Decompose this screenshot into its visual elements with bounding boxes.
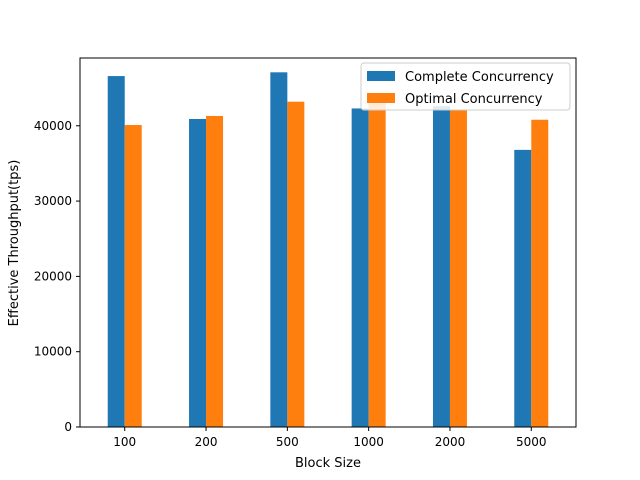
y-axis-label: Effective Throughput(tps)	[7, 160, 22, 327]
plot-frame	[79, 57, 577, 428]
x-axis-label: Block Size	[295, 456, 361, 471]
legend-box	[360, 62, 571, 111]
x-axis-ticks: 100 200 500 1000 2000 5000	[113, 427, 547, 449]
bar-complete-500	[270, 72, 288, 427]
legend: Complete Concurrency Optimal Concurrency	[360, 62, 571, 111]
x-tick-label: 2000	[435, 435, 466, 449]
x-tick-label: 100	[113, 435, 136, 449]
x-tick-label: 5000	[516, 435, 547, 449]
bar-optimal-5000	[531, 119, 549, 427]
bar-complete-1000	[351, 108, 369, 427]
bar-complete-5000	[514, 149, 532, 427]
y-tick-label: 30000	[34, 194, 72, 208]
bars-layer	[107, 72, 549, 427]
x-tick-label: 500	[276, 435, 299, 449]
bar-optimal-2000	[449, 109, 467, 427]
legend-label: Complete Concurrency	[405, 70, 554, 85]
bar-complete-2000	[432, 106, 450, 427]
bar-complete-100	[107, 76, 125, 427]
bar-optimal-500	[287, 101, 305, 427]
x-tick-label: 1000	[353, 435, 384, 449]
legend-label: Optimal Concurrency	[405, 92, 543, 107]
legend-swatch	[367, 71, 395, 81]
bar-optimal-100	[124, 125, 142, 427]
y-tick-label: 0	[64, 420, 72, 434]
bar-optimal-200	[206, 115, 224, 427]
y-tick-label: 10000	[34, 345, 72, 359]
bar-complete-200	[189, 118, 207, 427]
x-tick-label: 200	[195, 435, 218, 449]
legend-swatch	[367, 93, 395, 103]
y-axis-ticks: 0 10000 20000 30000 40000	[34, 119, 80, 434]
y-tick-label: 20000	[34, 269, 72, 283]
y-tick-label: 40000	[34, 119, 72, 133]
bar-optimal-1000	[368, 101, 386, 427]
